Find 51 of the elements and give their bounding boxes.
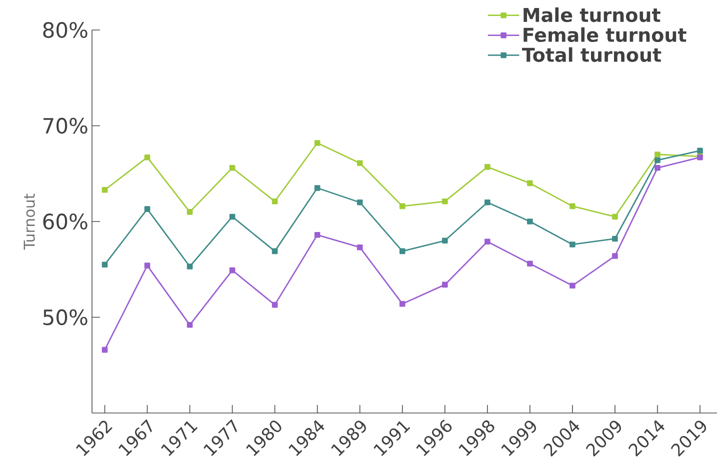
y-tick-label: 80% — [43, 22, 88, 38]
point — [484, 164, 490, 170]
y-tick-label: 50% — [43, 309, 88, 326]
legend-label: Female turnout — [524, 27, 686, 42]
point — [654, 152, 660, 158]
point — [144, 154, 150, 160]
point — [229, 164, 236, 171]
point — [229, 214, 236, 220]
point — [527, 180, 533, 186]
point — [399, 203, 406, 210]
point — [356, 199, 363, 206]
point — [314, 232, 320, 238]
point — [356, 160, 363, 166]
point — [442, 282, 448, 288]
y-axis-title: Turnout — [24, 194, 35, 250]
point — [186, 322, 193, 328]
point — [612, 236, 618, 242]
point — [484, 238, 490, 245]
point — [102, 262, 108, 268]
point — [272, 302, 278, 308]
point — [102, 346, 108, 353]
point — [570, 203, 576, 210]
point — [570, 242, 576, 248]
point — [527, 260, 533, 267]
point — [527, 218, 533, 224]
point — [570, 282, 576, 289]
point — [102, 187, 108, 193]
point — [229, 267, 236, 274]
point — [144, 206, 150, 212]
point — [399, 248, 406, 254]
y-tick-label: 70% — [44, 118, 88, 134]
point — [484, 199, 490, 206]
point — [272, 248, 278, 254]
point — [654, 157, 660, 164]
point — [399, 300, 406, 307]
legend-label: Male turnout — [524, 7, 660, 22]
point — [442, 198, 448, 204]
point — [314, 185, 320, 191]
point — [144, 262, 150, 268]
point — [314, 140, 320, 146]
point — [697, 148, 703, 154]
point — [186, 264, 193, 270]
point — [612, 253, 618, 259]
point — [272, 198, 278, 204]
y-tick-label: 60% — [43, 214, 88, 230]
point — [356, 244, 363, 250]
point — [654, 164, 660, 171]
point — [442, 238, 448, 244]
legend-label: Total turnout — [522, 47, 662, 62]
point — [186, 209, 193, 215]
point — [612, 214, 618, 220]
